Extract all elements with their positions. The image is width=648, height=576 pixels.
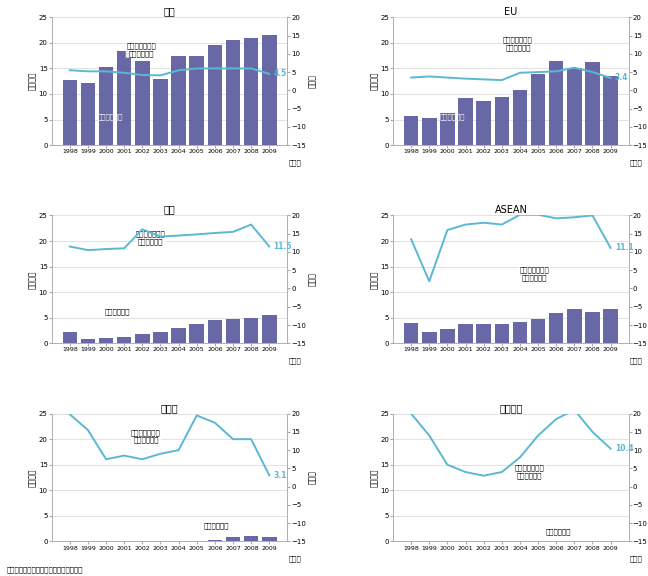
Bar bbox=[244, 536, 259, 541]
Text: 直接投資残高: 直接投資残高 bbox=[204, 523, 229, 529]
Y-axis label: （兆円）: （兆円） bbox=[369, 72, 378, 90]
Bar bbox=[585, 62, 600, 145]
Bar bbox=[207, 540, 222, 541]
Bar bbox=[513, 322, 527, 343]
Bar bbox=[531, 319, 546, 343]
Bar bbox=[207, 320, 222, 343]
Text: （年）: （年） bbox=[288, 357, 301, 364]
Bar bbox=[531, 74, 546, 145]
Bar bbox=[189, 324, 204, 343]
Bar bbox=[404, 116, 419, 145]
Text: 直接投資残高: 直接投資残高 bbox=[98, 113, 123, 120]
Bar bbox=[262, 315, 277, 343]
Bar bbox=[98, 338, 113, 343]
Bar bbox=[262, 35, 277, 145]
Bar bbox=[80, 339, 95, 343]
Title: ASEAN: ASEAN bbox=[494, 204, 527, 215]
Y-axis label: （％）: （％） bbox=[308, 272, 317, 286]
Y-axis label: （％）: （％） bbox=[308, 471, 317, 484]
Text: 4.5: 4.5 bbox=[273, 69, 286, 78]
Y-axis label: （兆円）: （兆円） bbox=[369, 468, 378, 487]
Title: 中国: 中国 bbox=[164, 204, 176, 215]
Y-axis label: （兆円）: （兆円） bbox=[29, 72, 38, 90]
Bar bbox=[567, 69, 582, 145]
Bar bbox=[440, 113, 455, 145]
Bar bbox=[63, 79, 77, 145]
Bar bbox=[63, 332, 77, 343]
Text: （年）: （年） bbox=[288, 159, 301, 166]
Text: 資料：日銀「国際収支統計」から作成。: 資料：日銀「国際収支統計」から作成。 bbox=[6, 567, 83, 573]
Bar bbox=[585, 312, 600, 343]
Bar bbox=[80, 83, 95, 145]
Bar bbox=[603, 309, 618, 343]
Text: 直接投資収益率
（右目盛り）: 直接投資収益率 （右目盛り） bbox=[126, 43, 156, 57]
Title: 米国: 米国 bbox=[164, 6, 176, 17]
Text: 11.1: 11.1 bbox=[615, 244, 633, 252]
Bar bbox=[117, 337, 132, 343]
Bar bbox=[476, 101, 491, 145]
Text: 直接投資収益率
（右目盛り）: 直接投資収益率 （右目盛り） bbox=[515, 465, 544, 479]
Text: （年）: （年） bbox=[288, 555, 301, 562]
Y-axis label: （％）: （％） bbox=[308, 74, 317, 88]
Text: 11.5: 11.5 bbox=[273, 242, 292, 251]
Bar bbox=[603, 76, 618, 145]
Text: 直接投資残高: 直接投資残高 bbox=[439, 113, 465, 120]
Bar bbox=[226, 40, 240, 145]
Text: 10.4: 10.4 bbox=[615, 444, 633, 453]
Text: 3.1: 3.1 bbox=[273, 471, 287, 480]
Bar bbox=[422, 118, 437, 145]
Y-axis label: （兆円）: （兆円） bbox=[29, 468, 38, 487]
Text: 直接投資収益率
（右目盛り）: 直接投資収益率 （右目盛り） bbox=[503, 36, 533, 51]
Bar bbox=[117, 51, 132, 145]
Bar bbox=[549, 60, 564, 145]
Bar bbox=[494, 324, 509, 343]
Bar bbox=[422, 332, 437, 343]
Bar bbox=[404, 323, 419, 343]
Bar bbox=[244, 318, 259, 343]
Bar bbox=[226, 537, 240, 541]
Bar bbox=[567, 309, 582, 343]
Bar bbox=[476, 324, 491, 343]
Text: 直接投資収益率
（右目盛り）: 直接投資収益率 （右目盛り） bbox=[520, 267, 550, 281]
Text: 直接投資残高: 直接投資残高 bbox=[105, 308, 130, 314]
Bar bbox=[171, 56, 186, 145]
Title: インド: インド bbox=[161, 403, 178, 413]
Text: （年）: （年） bbox=[630, 555, 643, 562]
Y-axis label: （兆円）: （兆円） bbox=[369, 270, 378, 289]
Bar bbox=[207, 46, 222, 145]
Text: 直接投資収益率
（右目盛り）: 直接投資収益率 （右目盛り） bbox=[131, 429, 161, 443]
Title: ブラジル: ブラジル bbox=[499, 403, 523, 413]
Bar bbox=[262, 537, 277, 541]
Bar bbox=[440, 329, 455, 343]
Bar bbox=[153, 79, 168, 145]
Text: 直接投資収益率
（右目盛り）: 直接投資収益率 （右目盛り） bbox=[136, 231, 166, 245]
Y-axis label: （兆円）: （兆円） bbox=[29, 270, 38, 289]
Bar bbox=[226, 319, 240, 343]
Bar bbox=[458, 98, 473, 145]
Bar bbox=[171, 328, 186, 343]
Bar bbox=[494, 97, 509, 145]
Text: 直接投資残高: 直接投資残高 bbox=[545, 528, 571, 535]
Bar bbox=[244, 38, 259, 145]
Bar bbox=[135, 334, 150, 343]
Text: 3.4: 3.4 bbox=[615, 73, 628, 82]
Text: （年）: （年） bbox=[630, 159, 643, 166]
Bar bbox=[458, 324, 473, 343]
Bar bbox=[549, 313, 564, 343]
Bar bbox=[189, 56, 204, 145]
Text: （年）: （年） bbox=[630, 357, 643, 364]
Bar bbox=[135, 60, 150, 145]
Title: EU: EU bbox=[504, 6, 518, 17]
Bar bbox=[513, 90, 527, 145]
Text: 直接投資残高: 直接投資残高 bbox=[480, 304, 505, 311]
Bar bbox=[153, 332, 168, 343]
Bar bbox=[98, 67, 113, 145]
